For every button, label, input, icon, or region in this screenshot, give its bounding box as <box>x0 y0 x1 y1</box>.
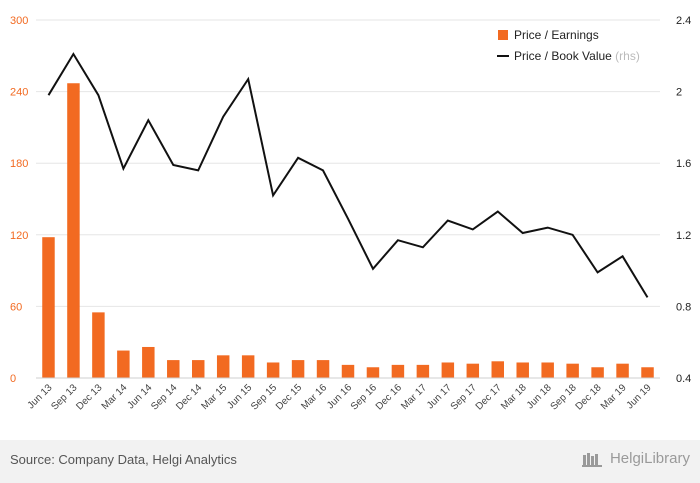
pe-bar <box>117 350 130 378</box>
pe-bar <box>566 363 579 378</box>
grid-lines <box>36 19 660 379</box>
y-right-tick-label: 2.4 <box>676 15 691 27</box>
source-text: Source: Company Data, Helgi Analytics <box>10 452 237 467</box>
pe-bar <box>441 362 455 378</box>
pe-bar <box>266 362 280 378</box>
pe-bar <box>42 237 55 378</box>
x-tick-label: Dec 18 <box>574 382 604 412</box>
x-tick-label: Mar 14 <box>100 382 130 412</box>
brand-name: HelgiLibrary <box>609 450 690 467</box>
y-right-tick-label: 2 <box>676 87 682 99</box>
pe-bar <box>316 360 330 378</box>
bar-series <box>42 83 654 378</box>
x-tick-label: Sep 15 <box>249 382 279 412</box>
pe-bar <box>291 360 305 378</box>
x-tick-label: Sep 16 <box>349 382 379 412</box>
x-tick-label: Mar 15 <box>200 382 230 412</box>
legend-rhs-note: (rhs) <box>615 49 640 63</box>
legend: Price / Earnings Price / Book Value (rhs) <box>497 28 640 63</box>
legend-swatch-pe <box>498 30 508 40</box>
pe-bar <box>341 364 355 378</box>
line-series <box>47 52 649 298</box>
x-tick-label: Mar 19 <box>599 382 629 412</box>
y-left-tick-label: 60 <box>10 301 22 313</box>
x-tick-label: Mar 18 <box>499 382 529 412</box>
y-left-tick-label: 0 <box>10 373 16 385</box>
pe-bar <box>491 361 504 378</box>
y-right-tick-label: 0.8 <box>676 301 691 313</box>
pe-bar <box>616 363 629 378</box>
pe-bar <box>216 355 230 378</box>
y-right-tick-label: 0.4 <box>676 373 691 385</box>
x-tick-label: Sep 13 <box>49 382 79 412</box>
x-tick-label: Jun 19 <box>625 382 654 411</box>
footer: Source: Company Data, Helgi Analytics He… <box>0 440 700 483</box>
y-left-tick-label: 240 <box>10 87 28 99</box>
x-tick-label: Dec 14 <box>174 382 204 412</box>
legend-label-pbv: Price / Book Value (rhs) <box>514 49 640 63</box>
x-tick-label: Dec 13 <box>74 382 104 412</box>
pe-bar <box>167 360 180 378</box>
y-left-tick-label: 180 <box>10 158 28 170</box>
library-icon <box>581 452 602 467</box>
x-tick-label: Sep 18 <box>549 382 579 412</box>
y-left-tick-label: 300 <box>10 15 28 27</box>
x-tick-label: Dec 15 <box>274 382 304 412</box>
pe-bar <box>391 364 405 378</box>
pe-bar <box>516 362 529 378</box>
x-tick-label: Sep 17 <box>449 382 479 412</box>
pe-bar <box>142 346 155 378</box>
pe-bar <box>67 83 80 378</box>
x-tick-label: Sep 14 <box>149 382 179 412</box>
pe-bar <box>541 362 554 378</box>
y-right-tick-label: 1.2 <box>676 230 691 242</box>
legend-label-pe: Price / Earnings <box>514 28 599 42</box>
pe-bar <box>641 367 654 378</box>
x-tick-label: Dec 16 <box>374 382 404 412</box>
x-tick-label: Dec 17 <box>474 382 504 412</box>
pbv-line <box>47 52 649 298</box>
x-tick-label: Mar 16 <box>299 382 329 412</box>
pe-bar <box>416 364 430 378</box>
pe-bar <box>466 363 480 378</box>
pe-bar <box>92 312 105 378</box>
pe-bar <box>591 367 604 378</box>
y-right-tick-label: 1.6 <box>676 158 691 170</box>
x-tick-label: Mar 17 <box>399 382 429 412</box>
pe-bar <box>192 360 205 378</box>
y-left-tick-label: 120 <box>10 230 28 242</box>
pe-bar <box>241 355 255 378</box>
brand-logo: HelgiLibrary <box>581 450 690 467</box>
pe-bar <box>366 367 380 378</box>
